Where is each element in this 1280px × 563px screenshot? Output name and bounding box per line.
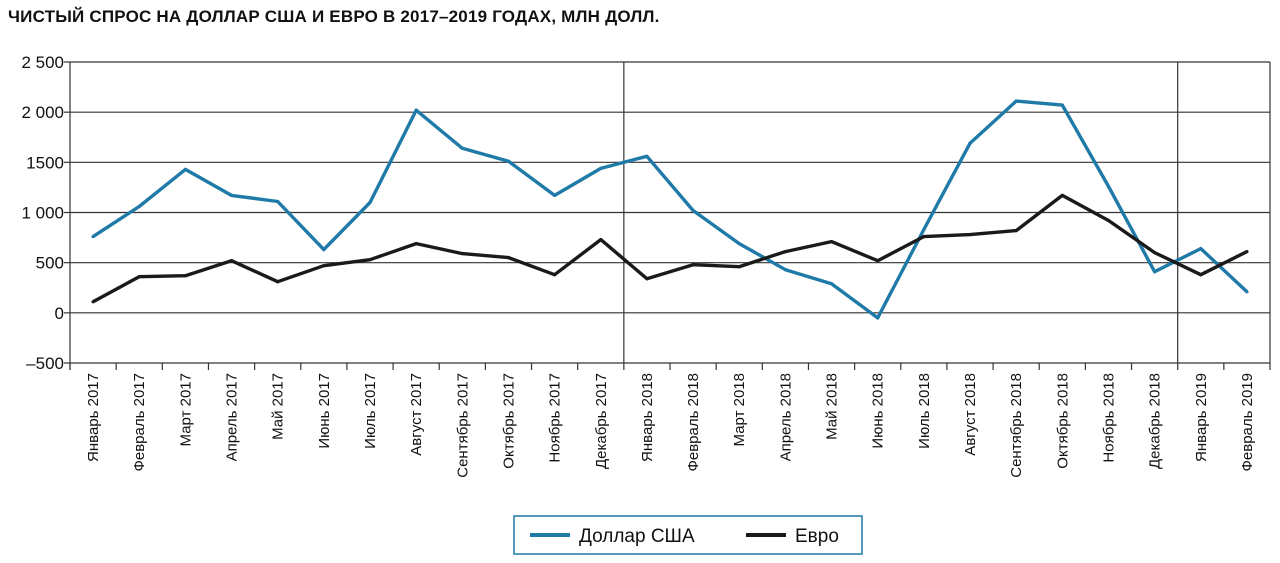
- data-point: [922, 234, 926, 239]
- y-tick-label: 500: [36, 254, 64, 273]
- data-point: [506, 159, 511, 163]
- x-tick-label: Октябрь 2018: [1054, 373, 1071, 469]
- data-point: [829, 239, 834, 244]
- data-point: [876, 316, 880, 320]
- data-point: [414, 108, 418, 112]
- data-point: [553, 193, 557, 198]
- x-tick-label: Январь 2017: [85, 373, 102, 462]
- x-tick-label: Сентябрь 2018: [1008, 373, 1025, 478]
- data-point: [1153, 270, 1157, 274]
- data-point: [276, 199, 280, 204]
- data-point: [137, 275, 141, 279]
- data-point: [229, 193, 234, 198]
- data-point: [91, 300, 95, 304]
- x-tick-label: Декабрь 2017: [593, 373, 610, 469]
- x-tick-label: Июль 2018: [916, 373, 933, 449]
- grid-lines: [64, 61, 1271, 370]
- y-tick-label: –500: [26, 354, 64, 373]
- x-tick-label: Февраль 2019: [1239, 373, 1256, 472]
- series-line-usd: [92, 99, 1249, 320]
- data-point: [876, 259, 880, 263]
- data-point: [183, 167, 187, 171]
- data-point: [91, 234, 95, 239]
- data-point: [737, 242, 741, 246]
- data-point: [737, 265, 741, 269]
- x-tick-label: Август 2018: [962, 373, 979, 456]
- data-point: [229, 259, 234, 263]
- x-tick-label: Май 2017: [270, 373, 287, 440]
- data-point: [460, 252, 464, 256]
- data-point: [1153, 251, 1157, 255]
- data-point: [1245, 250, 1249, 254]
- x-tick-label: Сентябрь 2017: [454, 373, 471, 478]
- data-point: [368, 258, 372, 262]
- x-tick-label: Июль 2017: [362, 373, 379, 449]
- x-tick-label: Ноябрь 2017: [547, 373, 564, 463]
- data-point: [1060, 193, 1064, 198]
- legend-box: [513, 515, 863, 555]
- data-point: [645, 277, 649, 281]
- data-point: [183, 274, 187, 278]
- data-point: [1199, 273, 1203, 277]
- data-point: [691, 263, 695, 267]
- x-tick-label: Январь 2018: [639, 373, 656, 462]
- legend: Доллар США Евро: [513, 515, 863, 555]
- data-point: [1245, 290, 1249, 294]
- series-lines: [91, 99, 1249, 320]
- x-tick-label: Апрель 2017: [224, 373, 241, 461]
- x-tick-label: Февраль 2017: [131, 373, 148, 472]
- y-tick-label: 1500: [26, 153, 64, 172]
- y-tick-label: 2 500: [21, 53, 64, 72]
- y-tick-label: 0: [55, 304, 64, 323]
- y-tick-label: 2 000: [21, 103, 64, 122]
- data-point: [968, 141, 972, 145]
- data-point: [783, 268, 787, 272]
- data-point: [1199, 247, 1203, 251]
- data-point: [599, 166, 603, 170]
- data-point: [322, 264, 326, 268]
- data-point: [829, 282, 834, 286]
- x-axis-ticks: Январь 2017 Февраль 2017 Март 2017 Апрель 2…: [85, 373, 1256, 478]
- data-point: [1060, 103, 1064, 107]
- legend-label: Доллар США: [579, 526, 695, 547]
- x-tick-label: Август 2017: [408, 373, 425, 456]
- data-point: [1106, 184, 1111, 189]
- x-tick-label: Ноябрь 2018: [1100, 373, 1117, 463]
- data-point: [968, 232, 972, 237]
- x-tick-label: Апрель 2018: [777, 373, 794, 461]
- x-tick-label: Январь 2019: [1193, 373, 1210, 462]
- data-point: [506, 256, 511, 260]
- x-tick-label: Декабрь 2018: [1147, 373, 1164, 469]
- data-point: [368, 200, 372, 205]
- data-point: [460, 146, 464, 150]
- x-tick-label: Июнь 2017: [316, 373, 333, 449]
- x-tick-label: Март 2018: [731, 373, 748, 446]
- data-point: [414, 242, 418, 246]
- x-tick-label: Июнь 2018: [870, 373, 887, 449]
- data-point: [645, 154, 649, 158]
- x-tick-label: Май 2018: [824, 373, 841, 440]
- chart-title: ЧИСТЫЙ СПРОС НА ДОЛЛАР США И ЕВРО В 2017…: [8, 7, 660, 26]
- data-point: [276, 280, 280, 284]
- data-point: [553, 273, 557, 277]
- x-tick-label: Октябрь 2017: [500, 373, 517, 469]
- y-tick-label: 1 000: [21, 204, 64, 223]
- data-point: [783, 250, 787, 254]
- data-point: [137, 204, 141, 209]
- x-tick-label: Март 2017: [177, 373, 194, 446]
- data-point: [1106, 218, 1111, 223]
- data-point: [322, 248, 326, 252]
- data-point: [1014, 228, 1018, 233]
- y-axis-ticks: –500 0 500 1 000 1500 2 000 2 500: [21, 53, 64, 373]
- data-point: [599, 237, 603, 242]
- x-tick-label: Февраль 2018: [685, 373, 702, 472]
- data-point: [691, 208, 695, 213]
- series-line-eur: [92, 193, 1248, 304]
- data-point: [1014, 99, 1018, 103]
- legend-label: Евро: [795, 526, 839, 547]
- data-point: [922, 227, 926, 232]
